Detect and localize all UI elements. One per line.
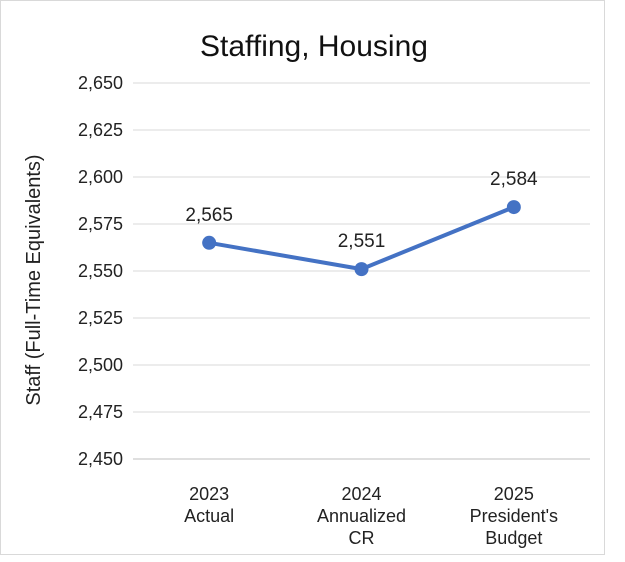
y-tick-label: 2,650 xyxy=(78,73,123,93)
x-category-labels: 2023 Actual 2024 Annualized CR 2025 President'… xyxy=(184,484,558,548)
series xyxy=(202,200,521,277)
data-point xyxy=(202,235,217,250)
y-tick-label: 2,525 xyxy=(78,308,123,328)
y-tick-label: 2,500 xyxy=(78,355,123,375)
data-label: 2,584 xyxy=(490,169,538,190)
y-tick-label: 2,550 xyxy=(78,261,123,281)
y-tick-label: 2,600 xyxy=(78,167,123,187)
x-category-label: 2023 Actual xyxy=(184,484,234,526)
y-axis-label: Staff (Full-Time Equivalents) xyxy=(23,154,45,405)
data-label: 2,565 xyxy=(185,205,233,226)
data-point xyxy=(354,262,369,277)
data-labels: 2,565 2,551 2,584 xyxy=(185,169,538,252)
data-point xyxy=(506,200,521,215)
y-tick-labels: 2,450 2,475 2,500 2,525 2,550 2,575 2,600 2,625… xyxy=(78,73,123,469)
y-tick-label: 2,575 xyxy=(78,214,123,234)
chart-frame xyxy=(0,0,605,555)
chart-title: Staffing, Housing xyxy=(200,30,428,63)
x-category-label: 2025 President's Budget xyxy=(470,484,558,548)
x-category-label: 2024 Annualized CR xyxy=(317,484,406,548)
data-label: 2,551 xyxy=(338,231,386,252)
y-tick-label: 2,475 xyxy=(78,402,123,422)
y-tick-label: 2,450 xyxy=(78,449,123,469)
gridlines xyxy=(133,82,590,460)
y-tick-label: 2,625 xyxy=(78,120,123,140)
